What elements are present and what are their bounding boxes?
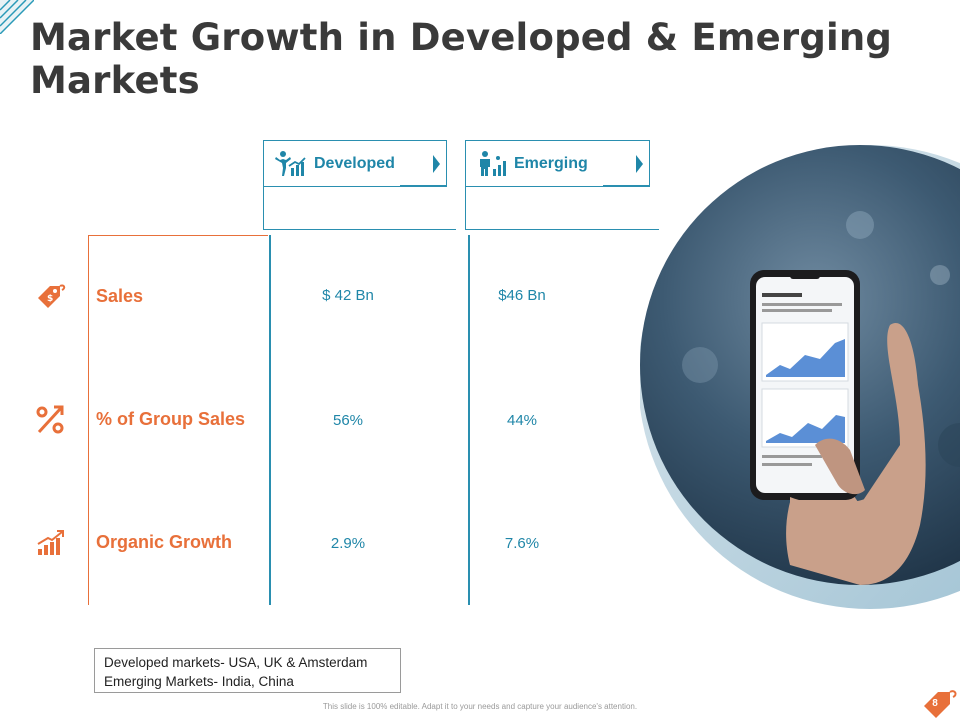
row-labels-frame bbox=[88, 235, 268, 605]
cell-group-sales-emerging: 44% bbox=[506, 412, 538, 429]
page-number: 8 bbox=[932, 698, 938, 709]
tab-developed-label: Developed bbox=[314, 154, 395, 172]
page-number-badge bbox=[924, 690, 957, 718]
column-divider-developed bbox=[269, 235, 271, 605]
footer-note: This slide is 100% editable. Adapt it to… bbox=[322, 702, 638, 711]
page-title: Market Growth in Developed & Emerging Ma… bbox=[30, 16, 893, 102]
growth-chart-icon bbox=[37, 530, 64, 555]
column-header-emerging: Emerging bbox=[465, 140, 659, 230]
cell-organic-growth-developed: 2.9% bbox=[330, 535, 366, 552]
cell-sales-developed: $ 42 Bn bbox=[322, 287, 374, 304]
svg-text:$: $ bbox=[47, 294, 53, 304]
developed-market-icon bbox=[275, 150, 306, 176]
tab-developed[interactable]: Developed bbox=[264, 140, 447, 187]
column-header-developed: Developed bbox=[263, 140, 456, 230]
note-emerging-markets: Emerging Markets- India, China bbox=[104, 674, 294, 689]
row-label-organic-growth: Organic Growth bbox=[96, 532, 233, 552]
row-label-group-sales: % of Group Sales bbox=[96, 409, 246, 429]
tab-emerging[interactable]: Emerging bbox=[466, 140, 650, 187]
column-divider-emerging bbox=[468, 235, 470, 605]
tab-emerging-label: Emerging bbox=[514, 154, 588, 172]
corner-stripes-decoration bbox=[0, 0, 34, 34]
markets-note: Developed markets- USA, UK & Amsterdam E… bbox=[94, 648, 401, 693]
emerging-market-icon bbox=[480, 150, 506, 176]
smartphone-analytics-photo bbox=[640, 145, 960, 609]
cell-organic-growth-emerging: 7.6% bbox=[504, 535, 540, 552]
percent-icon bbox=[36, 405, 64, 434]
play-arrow-icon bbox=[636, 155, 643, 173]
note-developed-markets: Developed markets- USA, UK & Amsterdam bbox=[104, 655, 368, 670]
row-label-sales: Sales bbox=[96, 286, 144, 306]
play-arrow-icon bbox=[433, 155, 440, 173]
price-tag-icon: $ bbox=[38, 284, 66, 308]
cell-group-sales-developed: 56% bbox=[332, 412, 364, 429]
cell-sales-emerging: $46 Bn bbox=[498, 287, 546, 304]
